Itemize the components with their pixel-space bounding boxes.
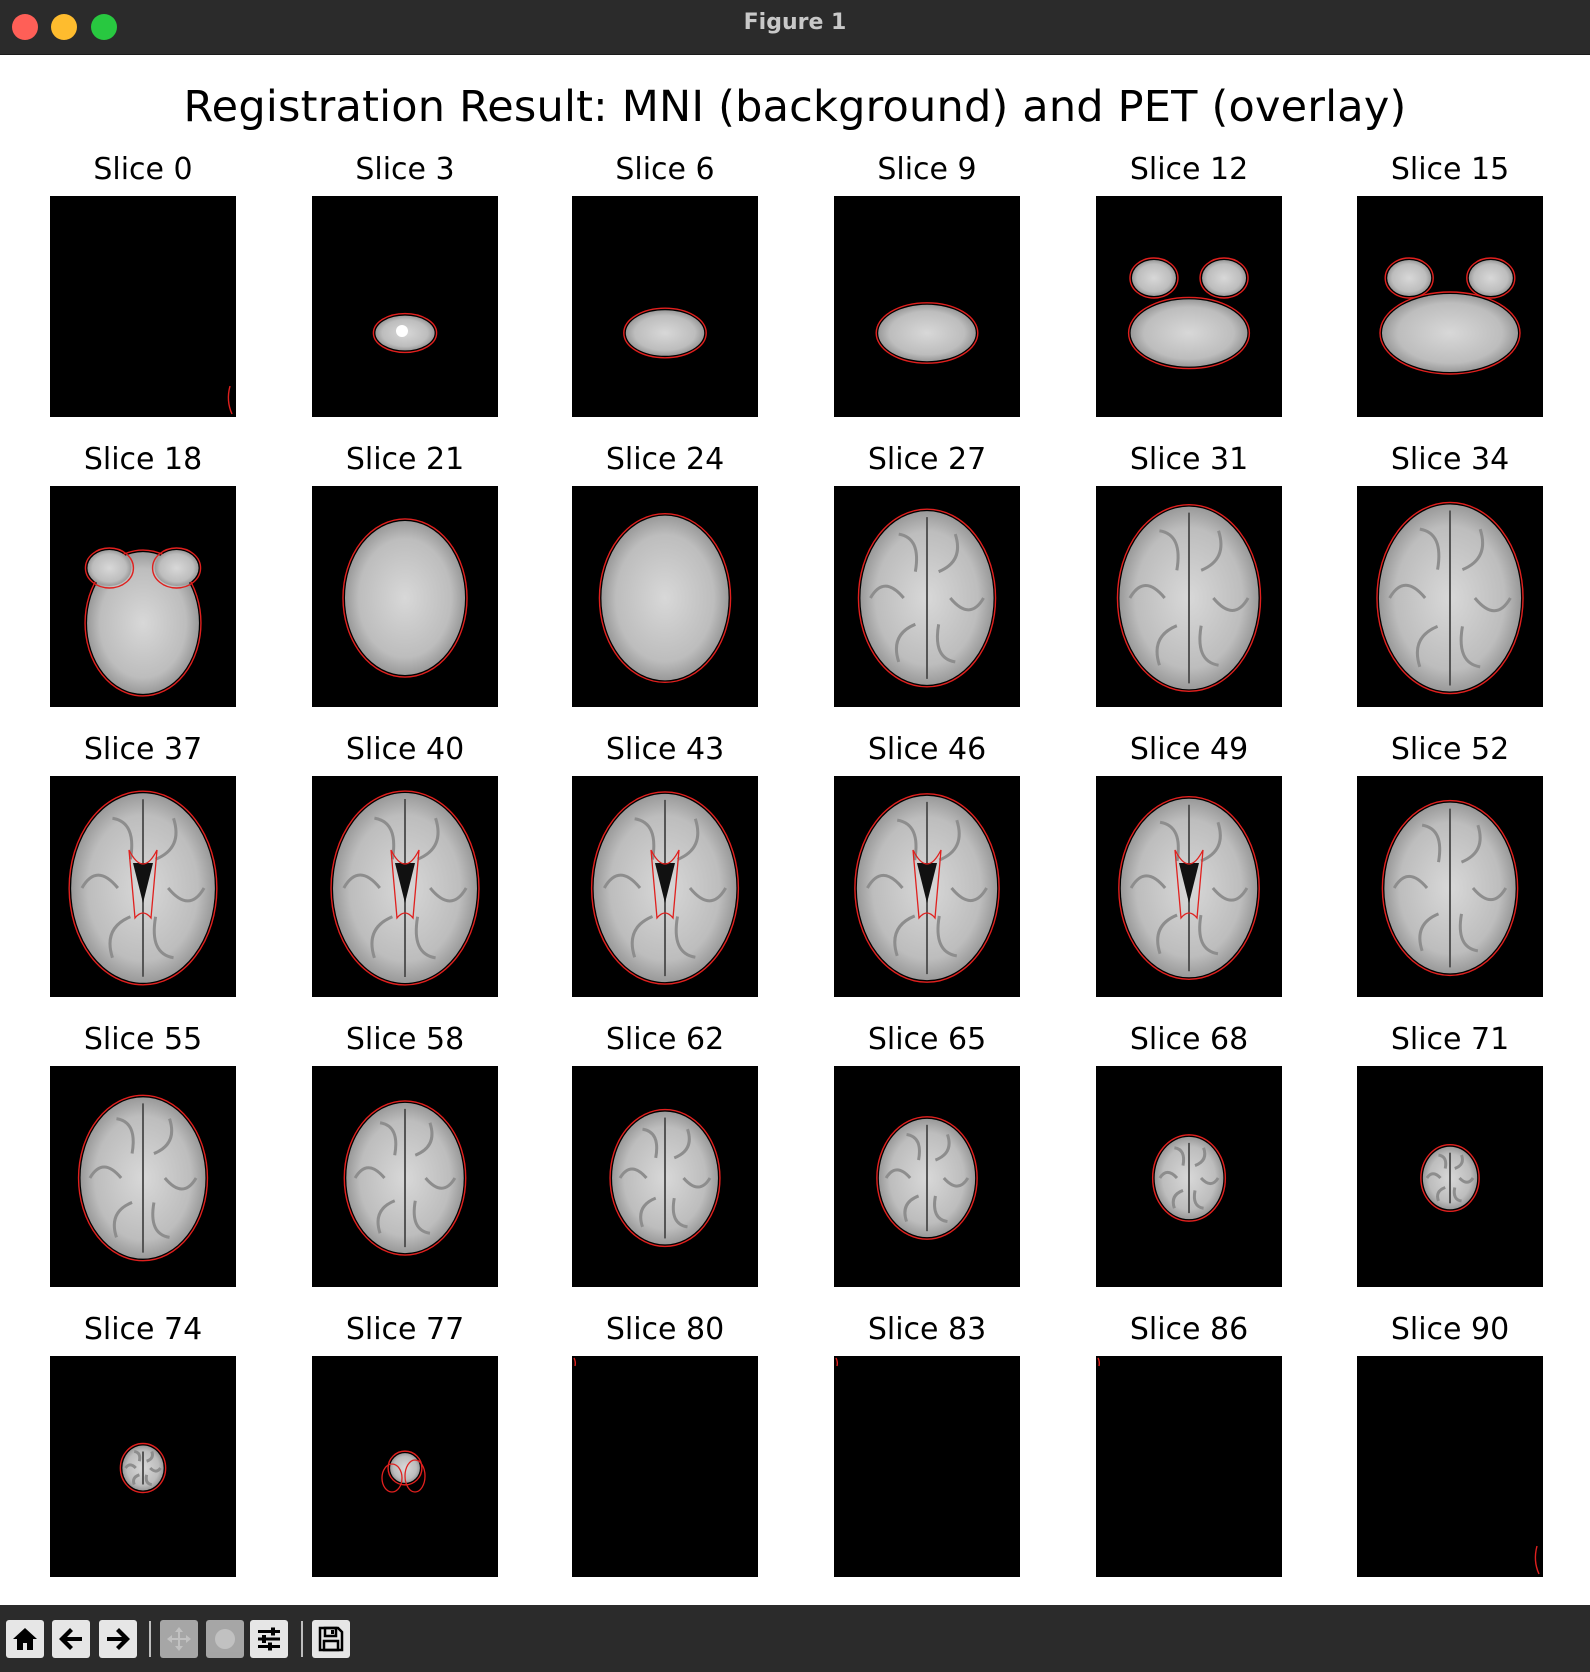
configure-subplots-button[interactable] [250,1620,288,1658]
slice-image [834,196,1020,417]
slice-title: Slice 49 [1129,732,1249,767]
slice-title: Slice 52 [1390,732,1510,767]
figure-title: Registration Result: MNI (background) an… [183,82,1407,132]
slice-image [1357,196,1543,417]
slice-title: Slice 55 [83,1022,203,1057]
slice-image [1357,486,1543,707]
slice-image [1096,776,1282,997]
slice-image [50,1356,236,1577]
zoom-rect-icon [215,1629,235,1649]
floppy-icon [318,1626,344,1652]
slice-image [1096,1356,1282,1577]
slice-image [1096,486,1282,707]
slice-title: Slice 80 [605,1312,725,1347]
pan-button[interactable] [160,1620,198,1658]
slice-title: Slice 15 [1390,152,1510,187]
slice-image [572,1066,758,1287]
slice-title: Slice 83 [867,1312,987,1347]
slice-image [572,486,758,707]
slice-image [834,1066,1020,1287]
sliders-icon [258,1627,280,1651]
slice-image [572,776,758,997]
slice-title: Slice 37 [83,732,203,767]
slice-image [1357,776,1543,997]
slice-image [572,1356,758,1577]
slice-title: Slice 24 [605,442,725,477]
slice-title: Slice 9 [877,152,977,187]
slice-image [50,1066,236,1287]
slice-title: Slice 6 [615,152,715,187]
slice-image [312,486,498,707]
slice-image [1357,1066,1543,1287]
slice-title: Slice 90 [1390,1312,1510,1347]
slice-title: Slice 27 [867,442,987,477]
slice-title: Slice 58 [345,1022,465,1057]
slice-title: Slice 43 [605,732,725,767]
window-titlebar: Figure 1 [0,0,1590,55]
slice-title: Slice 34 [1390,442,1510,477]
arrow-right-icon [107,1628,130,1650]
slice-image [312,196,498,417]
slice-image [312,1066,498,1287]
slice-title: Slice 71 [1390,1022,1510,1057]
slice-image [50,776,236,997]
forward-button[interactable] [99,1620,137,1658]
slice-image [1096,1066,1282,1287]
slice-title: Slice 3 [355,152,455,187]
slice-image [312,776,498,997]
window-title: Figure 1 [743,10,847,35]
toolbar-separator [301,1621,303,1657]
slice-title: Slice 74 [83,1312,203,1347]
slice-title: Slice 12 [1129,152,1249,187]
home-button[interactable] [6,1620,44,1658]
back-button[interactable] [52,1620,90,1658]
slice-title: Slice 77 [345,1312,465,1347]
slice-title: Slice 21 [345,442,465,477]
slice-image [1096,196,1282,417]
slice-image [572,196,758,417]
minimize-window-button[interactable] [51,14,77,40]
navigation-toolbar [0,1605,1590,1672]
slice-title: Slice 62 [605,1022,725,1057]
move-icon [167,1627,191,1651]
slice-image [50,486,236,707]
zoom-button[interactable] [206,1620,244,1658]
slice-image [834,776,1020,997]
slice-image [834,1356,1020,1577]
toolbar-separator [149,1621,151,1657]
slice-image [312,1356,498,1577]
maximize-window-button[interactable] [91,14,117,40]
home-icon [13,1628,37,1650]
close-window-button[interactable] [12,14,38,40]
arrow-left-icon [59,1628,82,1650]
slice-title: Slice 65 [867,1022,987,1057]
slice-title: Slice 0 [93,152,193,187]
figure-canvas[interactable]: Registration Result: MNI (background) an… [0,55,1590,1605]
slice-title: Slice 46 [867,732,987,767]
slice-title: Slice 86 [1129,1312,1249,1347]
slice-title: Slice 31 [1129,442,1249,477]
slice-title: Slice 68 [1129,1022,1249,1057]
slice-image [50,196,236,417]
save-button[interactable] [312,1620,350,1658]
slice-title: Slice 18 [83,442,203,477]
slice-title: Slice 40 [345,732,465,767]
slice-image [1357,1356,1543,1577]
slice-image [834,486,1020,707]
